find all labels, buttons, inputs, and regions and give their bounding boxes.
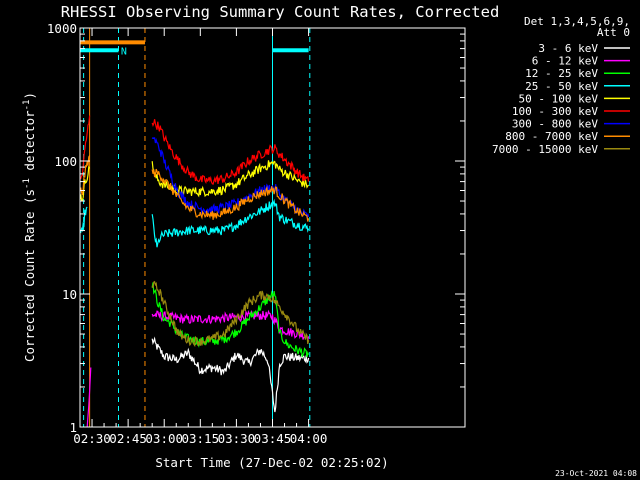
y-axis-label-main: Corrected Count Rate (s	[22, 189, 37, 362]
attenuator-bar-2	[80, 48, 119, 53]
series-2-segment-1	[86, 367, 92, 428]
series-8-segment-2	[151, 168, 310, 222]
y-axis-label-mid: detector	[22, 110, 37, 178]
y-axis-label-sup2: -1	[22, 100, 32, 111]
vertical-markers	[83, 28, 311, 427]
chart-title: RHESSI Observing Summary Count Rates, Co…	[61, 3, 500, 21]
bar-annotation-n: N	[121, 46, 127, 57]
series-6-segment-2	[151, 119, 310, 185]
attenuator-bar-1	[80, 40, 145, 45]
series-2-segment-2	[151, 309, 310, 341]
x-tick-label-1: 02:30	[73, 431, 111, 446]
legend-label-8: 800 - 7000 keV	[505, 130, 598, 143]
y-axis-label-sup1: -1	[22, 178, 32, 189]
legend-label-6: 100 - 300 keV	[512, 105, 598, 118]
legend-header-attenuator: Att 0	[597, 26, 630, 39]
legend-label-5: 50 - 100 keV	[519, 92, 599, 105]
x-tick-label-2: 02:45	[109, 431, 147, 446]
y-axis-label-end: )	[22, 92, 37, 100]
legend-label-3: 12 - 25 keV	[525, 67, 598, 80]
y-tick-label-1: 1	[69, 420, 77, 435]
y-tick-label-4: 1000	[47, 21, 77, 36]
x-tick-label-5: 03:30	[218, 431, 256, 446]
x-tick-label-6: 03:45	[254, 431, 292, 446]
legend-header-detectors: Det 1,3,4,5,6,9,	[524, 15, 630, 28]
legend-label-7: 300 - 800 keV	[512, 118, 598, 131]
attenuator-bar-3	[272, 48, 309, 53]
series-4-segment-2	[151, 198, 310, 248]
legend-label-1: 3 - 6 keV	[538, 42, 598, 55]
series-1	[151, 336, 310, 413]
series-2	[86, 309, 310, 428]
y-axis-label: Corrected Count Rate (s-1 detector-1)	[22, 92, 37, 362]
x-tick-label-3: 03:00	[145, 431, 183, 446]
legend-label-4: 25 - 50 keV	[525, 80, 598, 93]
x-axis-label: Start Time (27-Dec-02 02:25:02)	[155, 455, 388, 470]
legend-label-9: 7000 - 15000 keV	[492, 143, 598, 156]
series-8-segment-1	[79, 155, 91, 196]
y-tick-label-3: 100	[54, 154, 77, 169]
series-9-segment-1	[151, 280, 310, 348]
legend-label-2: 6 - 12 keV	[532, 55, 599, 68]
x-tick-label-4: 03:15	[181, 431, 219, 446]
series-1-segment-1	[151, 336, 310, 413]
y-tick-label-2: 10	[62, 287, 77, 302]
series-6	[79, 115, 310, 185]
footer-date: 23-Oct-2021 04:08	[555, 469, 637, 478]
series-6-segment-1	[79, 115, 91, 180]
x-tick-label-7: 04:00	[290, 431, 328, 446]
series-8	[79, 155, 310, 222]
attenuator-bars: N	[80, 40, 309, 57]
series-9	[151, 280, 310, 348]
series-5-segment-2	[151, 160, 310, 198]
